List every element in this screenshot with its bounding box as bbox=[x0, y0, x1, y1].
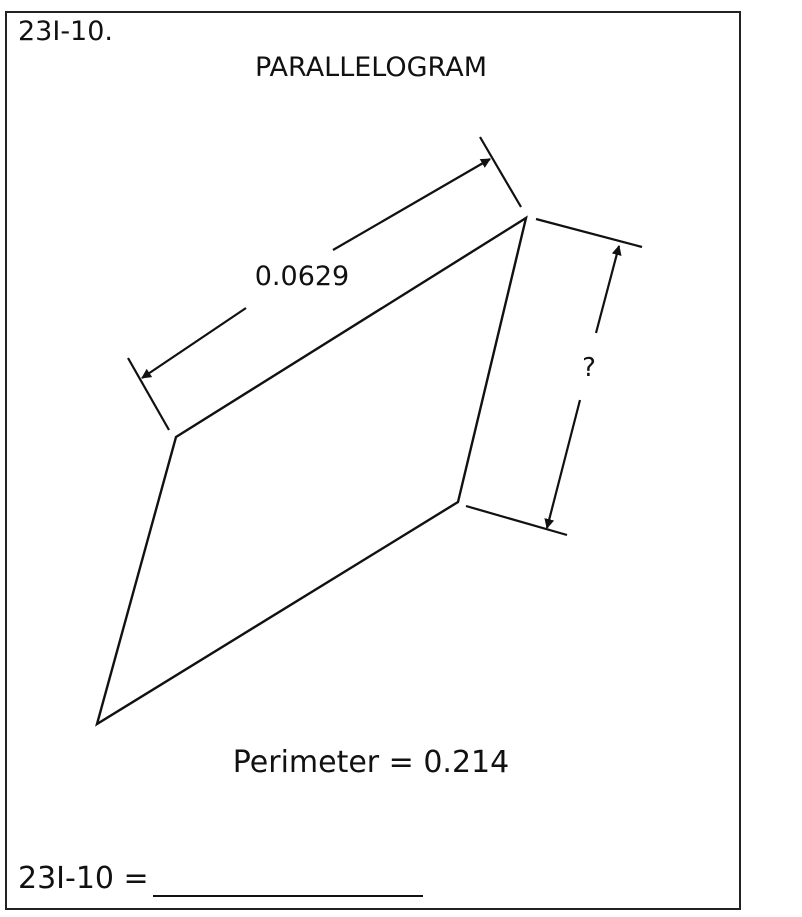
extension-line-right bbox=[479, 136, 522, 208]
perimeter-text: Perimeter = 0.214 bbox=[232, 745, 510, 780]
answer-blank[interactable] bbox=[152, 865, 423, 897]
worksheet-frame bbox=[5, 11, 741, 910]
parallelogram-shape bbox=[95, 215, 528, 727]
side-length-label: 0.0629 bbox=[255, 261, 349, 292]
answer-row: 23I-10 = bbox=[18, 861, 423, 897]
extension-line-left bbox=[127, 357, 170, 431]
answer-label: 23I-10 = bbox=[18, 861, 149, 896]
extension-line-top bbox=[535, 217, 643, 249]
dimension-arrow-left bbox=[141, 307, 247, 379]
unknown-arrow-bottom bbox=[544, 399, 582, 529]
dimension-arrow-right bbox=[332, 158, 491, 251]
problem-number: 23I-10. bbox=[18, 16, 114, 47]
figure-title: PARALLELOGRAM bbox=[255, 52, 487, 83]
unknown-arrow-top bbox=[594, 245, 622, 334]
unknown-side-label: ? bbox=[582, 353, 596, 383]
extension-line-bottom bbox=[465, 504, 568, 537]
